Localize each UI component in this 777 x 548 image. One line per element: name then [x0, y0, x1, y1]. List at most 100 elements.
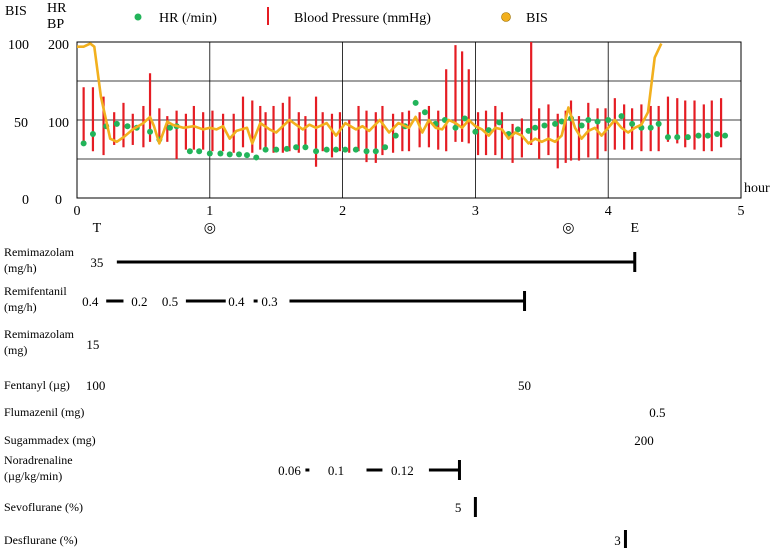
drug-dose-label: 0.1	[328, 463, 344, 478]
hr-point	[236, 151, 243, 158]
legend-marker-bis	[501, 12, 511, 22]
hr-point	[363, 148, 370, 155]
hr-point	[496, 119, 503, 126]
drug-dose-label: 0.4	[228, 294, 245, 309]
drug-name: Sugammadex (mg)	[4, 433, 96, 447]
bis-tick-label: 100	[8, 38, 29, 53]
hr-point	[664, 134, 671, 141]
drug-dose-label: 50	[518, 378, 531, 393]
drug-name: Remimazolam	[4, 245, 75, 259]
hr-point	[243, 152, 250, 159]
drug-name: (µg/kg/min)	[4, 469, 62, 483]
hr-point	[605, 117, 612, 123]
legend: HR (/min) Blood Pressure (mmHg) BIS	[134, 7, 548, 26]
y-axis-label-bis: BIS	[5, 4, 27, 19]
x-tick-label: 0	[74, 204, 81, 219]
hr-point	[283, 145, 290, 152]
bis-tick-label: 0	[22, 193, 29, 208]
hr-point	[80, 140, 87, 147]
drug-dose-label: 35	[90, 255, 103, 270]
event-markers: T ◎ ◎ E	[93, 221, 639, 236]
drug-dose-label: 0.5	[162, 294, 178, 309]
hr-point	[532, 124, 539, 131]
hr-point	[313, 148, 320, 155]
hr-point	[382, 144, 389, 151]
hr-point	[452, 124, 459, 131]
hr-point	[714, 131, 721, 138]
hr-point	[695, 132, 702, 139]
hr-point	[166, 124, 173, 131]
hr-point	[558, 118, 565, 125]
hr-point	[722, 132, 729, 139]
drug-name: Remifentanil	[4, 284, 67, 298]
event-marker: ◎	[562, 221, 574, 236]
drug-dose-label: 5	[455, 500, 462, 515]
hr-point	[412, 99, 419, 106]
hrbp-tick-label: 200	[48, 38, 69, 53]
hr-point	[302, 144, 309, 151]
hr-point	[253, 154, 260, 161]
drug-dose-label: 0.3	[261, 294, 277, 309]
hr-point	[629, 120, 636, 127]
drug-name: (mg/h)	[4, 300, 37, 314]
hr-point	[147, 128, 154, 135]
hr-point	[525, 127, 532, 134]
hr-point	[461, 115, 468, 122]
hr-point	[655, 120, 662, 127]
hr-point	[594, 118, 601, 125]
hr-point	[552, 120, 559, 127]
y-axis-label-bp: BP	[47, 17, 64, 32]
hr-point	[273, 146, 280, 153]
x-tick-label: 2	[339, 204, 346, 219]
drug-dose-label: 15	[86, 337, 99, 352]
hr-point	[684, 134, 691, 141]
hr-point	[704, 132, 711, 139]
bis-line	[77, 42, 663, 145]
drug-name: (mg)	[4, 343, 27, 357]
hr-point	[342, 146, 349, 153]
hrbp-tick-label: 100	[48, 116, 69, 131]
x-tick-label: 1	[206, 204, 213, 219]
hr-point	[217, 150, 224, 157]
hr-point	[578, 122, 585, 129]
hr-point	[196, 148, 203, 155]
hr-point	[618, 113, 625, 120]
drug-name: Desflurane (%)	[4, 533, 78, 547]
drug-name: Flumazenil (mg)	[4, 405, 84, 419]
blood-pressure-series	[82, 42, 723, 169]
x-tick-label: 3	[472, 204, 479, 219]
y-axis-label-hr: HR	[47, 1, 67, 16]
hr-point	[124, 123, 131, 130]
hrbp-tick-label: 0	[55, 193, 62, 208]
drug-name: Remimazolam	[4, 327, 75, 341]
legend-marker-hr	[134, 13, 142, 21]
event-marker: T	[93, 221, 102, 236]
drug-dose-label: 0.4	[82, 294, 99, 309]
drug-dose-label: 0.5	[649, 405, 665, 420]
hr-point	[89, 131, 96, 138]
hr-point	[206, 150, 213, 157]
drug-name: Sevoflurane (%)	[4, 500, 83, 514]
hr-point	[323, 146, 330, 153]
hr-point	[485, 127, 492, 134]
hr-point	[674, 134, 681, 141]
drug-dose-label: 200	[634, 433, 654, 448]
x-tick-label: 4	[605, 204, 612, 219]
drug-name: Noradrenaline	[4, 453, 73, 467]
legend-label-bis: BIS	[526, 11, 548, 26]
bis-series	[77, 42, 663, 145]
event-marker: E	[630, 221, 639, 236]
drug-name: (mg/h)	[4, 261, 37, 275]
heart-rate-series	[80, 99, 729, 161]
hr-point	[332, 146, 339, 153]
hr-point	[352, 146, 359, 153]
hr-point	[262, 146, 269, 153]
hr-point	[372, 148, 379, 155]
hr-point	[421, 109, 428, 116]
hr-point	[472, 128, 479, 135]
legend-label-bp: Blood Pressure (mmHg)	[294, 11, 431, 26]
bis-tick-label: 50	[14, 116, 28, 131]
drug-timeline: Remimazolam (mg/h) 35 Remifentanil (mg/h) 0.…	[4, 245, 665, 548]
